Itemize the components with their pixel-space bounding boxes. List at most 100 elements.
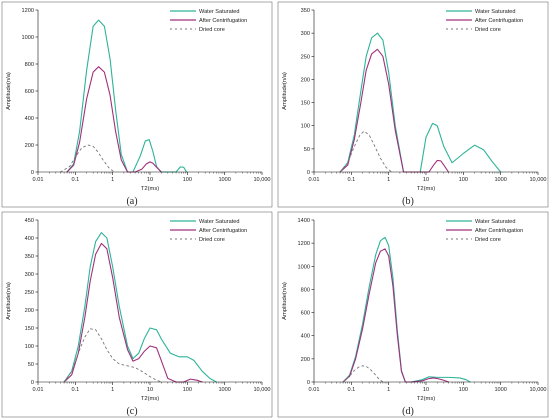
y-tick-label: 350 bbox=[301, 8, 310, 14]
x-tick-label: 100 bbox=[183, 177, 192, 183]
x-axis-title: T2(ms) bbox=[141, 396, 159, 402]
x-tick-labels: 0.01 0.1 1 10 100 1000 10,000 bbox=[33, 382, 271, 393]
y-tick-label: 250 bbox=[301, 54, 310, 60]
y-axis-title: Amplitude(n/a) bbox=[6, 72, 12, 110]
y-tick-label: 450 bbox=[25, 218, 34, 224]
x-tick-label: 0.1 bbox=[347, 177, 355, 183]
y-tick-label: 50 bbox=[28, 362, 34, 368]
series-line-water-saturated bbox=[339, 32, 502, 173]
panel-frame bbox=[1, 211, 273, 418]
y-tick-label: 250 bbox=[25, 290, 34, 296]
chart-panel-b: 0 50 100 150 200 250 300 350 0.01 0.1 1 10 100 1000 1… bbox=[277, 1, 549, 208]
x-tick-label: 100 bbox=[459, 387, 468, 393]
x-axis-title: T2(ms) bbox=[417, 396, 435, 402]
chart-panel-c: 0 50 100 150 200 250 300 350 400 450 0.01 0.1 1 10 10… bbox=[1, 211, 273, 418]
x-tick-label: 10 bbox=[147, 177, 153, 183]
legend-label-water-saturated: Water Saturated bbox=[475, 219, 516, 225]
series-lines bbox=[63, 232, 217, 383]
x-tick-label: 10,000 bbox=[529, 387, 546, 393]
x-tick-label: 0.01 bbox=[309, 387, 320, 393]
legend: Water Saturated After Centrifugation Dri… bbox=[170, 9, 247, 33]
series-line-after-centrifugation bbox=[342, 248, 450, 383]
y-tick-label: 1000 bbox=[22, 35, 34, 41]
panel-label: (a) bbox=[126, 196, 137, 207]
y-tick-label: 1200 bbox=[298, 241, 310, 247]
y-tick-label: 800 bbox=[301, 287, 310, 293]
y-tick-label: 100 bbox=[25, 344, 34, 350]
series-line-water-saturated bbox=[66, 19, 188, 173]
legend-label-after-centrifugation: After Centrifugation bbox=[475, 18, 523, 24]
panel-label: (c) bbox=[126, 406, 137, 417]
x-tick-label: 1 bbox=[111, 387, 114, 393]
x-tick-label: 10 bbox=[147, 387, 153, 393]
y-tick-label: 1200 bbox=[22, 8, 34, 14]
x-tick-label: 1000 bbox=[494, 387, 506, 393]
panel-frame bbox=[277, 1, 549, 208]
x-tick-label: 0.1 bbox=[71, 387, 79, 393]
legend-label-dried-core: Dried core bbox=[199, 237, 225, 243]
y-tick-label: 300 bbox=[301, 31, 310, 37]
x-tick-labels: 0.01 0.1 1 10 100 1000 10,000 bbox=[33, 172, 271, 183]
panel-label: (d) bbox=[402, 406, 414, 417]
legend-label-water-saturated: Water Saturated bbox=[199, 219, 240, 225]
y-tick-label: 1000 bbox=[298, 264, 310, 270]
x-tick-label: 10,000 bbox=[253, 387, 270, 393]
x-axis-title: T2(ms) bbox=[141, 186, 159, 192]
y-axis-title: Amplitude(n/a) bbox=[6, 282, 12, 320]
x-tick-label: 10 bbox=[423, 387, 429, 393]
series-line-dried-core bbox=[342, 365, 384, 383]
x-tick-label: 1 bbox=[387, 177, 390, 183]
legend-label-dried-core: Dried core bbox=[475, 237, 501, 243]
panel-label: (b) bbox=[402, 196, 414, 207]
x-tick-label: 1000 bbox=[218, 177, 230, 183]
x-tick-label: 0.1 bbox=[347, 387, 355, 393]
y-tick-label: 400 bbox=[301, 334, 310, 340]
legend: Water Saturated After Centrifugation Dri… bbox=[446, 219, 523, 243]
x-tick-labels: 0.01 0.1 1 10 100 1000 10,000 bbox=[309, 172, 547, 183]
legend: Water Saturated After Centrifugation Dri… bbox=[446, 9, 523, 33]
y-tick-label: 0 bbox=[307, 170, 310, 176]
panel-frame bbox=[277, 211, 549, 418]
y-tick-labels: 0 50 100 150 200 250 300 350 400 450 bbox=[25, 218, 38, 386]
y-tick-label: 0 bbox=[307, 380, 310, 386]
series-line-after-centrifugation bbox=[63, 242, 203, 383]
y-tick-label: 600 bbox=[25, 89, 34, 95]
y-tick-labels: 0 200 400 600 800 1000 1200 bbox=[22, 8, 38, 176]
y-tick-label: 400 bbox=[25, 236, 34, 242]
x-tick-label: 1 bbox=[111, 177, 114, 183]
x-tick-label: 100 bbox=[183, 387, 192, 393]
y-tick-label: 350 bbox=[25, 254, 34, 260]
x-tick-label: 0.1 bbox=[71, 177, 79, 183]
legend-label-after-centrifugation: After Centrifugation bbox=[199, 228, 247, 234]
y-tick-label: 200 bbox=[301, 357, 310, 363]
y-tick-label: 150 bbox=[301, 101, 310, 107]
x-tick-label: 1 bbox=[387, 387, 390, 393]
x-tick-label: 10 bbox=[423, 177, 429, 183]
legend-label-water-saturated: Water Saturated bbox=[199, 9, 240, 15]
x-tick-label: 10,000 bbox=[529, 177, 546, 183]
x-tick-label: 1000 bbox=[494, 177, 506, 183]
series-line-dried-core bbox=[339, 130, 393, 173]
y-tick-label: 200 bbox=[25, 143, 34, 149]
y-tick-label: 50 bbox=[304, 147, 310, 153]
series-line-water-saturated bbox=[342, 236, 471, 383]
series-line-dried-core bbox=[60, 144, 115, 173]
legend-label-dried-core: Dried core bbox=[475, 27, 501, 33]
x-axis-title: T2(ms) bbox=[417, 186, 435, 192]
x-tick-label: 1000 bbox=[218, 387, 230, 393]
x-tick-label: 10,000 bbox=[253, 177, 270, 183]
legend-label-water-saturated: Water Saturated bbox=[475, 9, 516, 15]
legend-label-after-centrifugation: After Centrifugation bbox=[199, 18, 247, 24]
y-tick-label: 400 bbox=[25, 116, 34, 122]
y-tick-label: 1400 bbox=[298, 218, 310, 224]
y-tick-label: 0 bbox=[31, 380, 34, 386]
y-tick-label: 200 bbox=[301, 77, 310, 83]
series-line-after-centrifugation bbox=[66, 66, 162, 173]
x-tick-labels: 0.01 0.1 1 10 100 1000 10,000 bbox=[309, 382, 547, 393]
series-line-dried-core bbox=[63, 328, 162, 383]
chart-panel-a: 0 200 400 600 800 1000 1200 0.01 0.1 1 10 100 1000 1… bbox=[1, 1, 273, 208]
series-lines bbox=[342, 236, 471, 383]
y-axis-title: Amplitude(n/a) bbox=[282, 282, 288, 320]
legend-label-dried-core: Dried core bbox=[199, 27, 225, 33]
